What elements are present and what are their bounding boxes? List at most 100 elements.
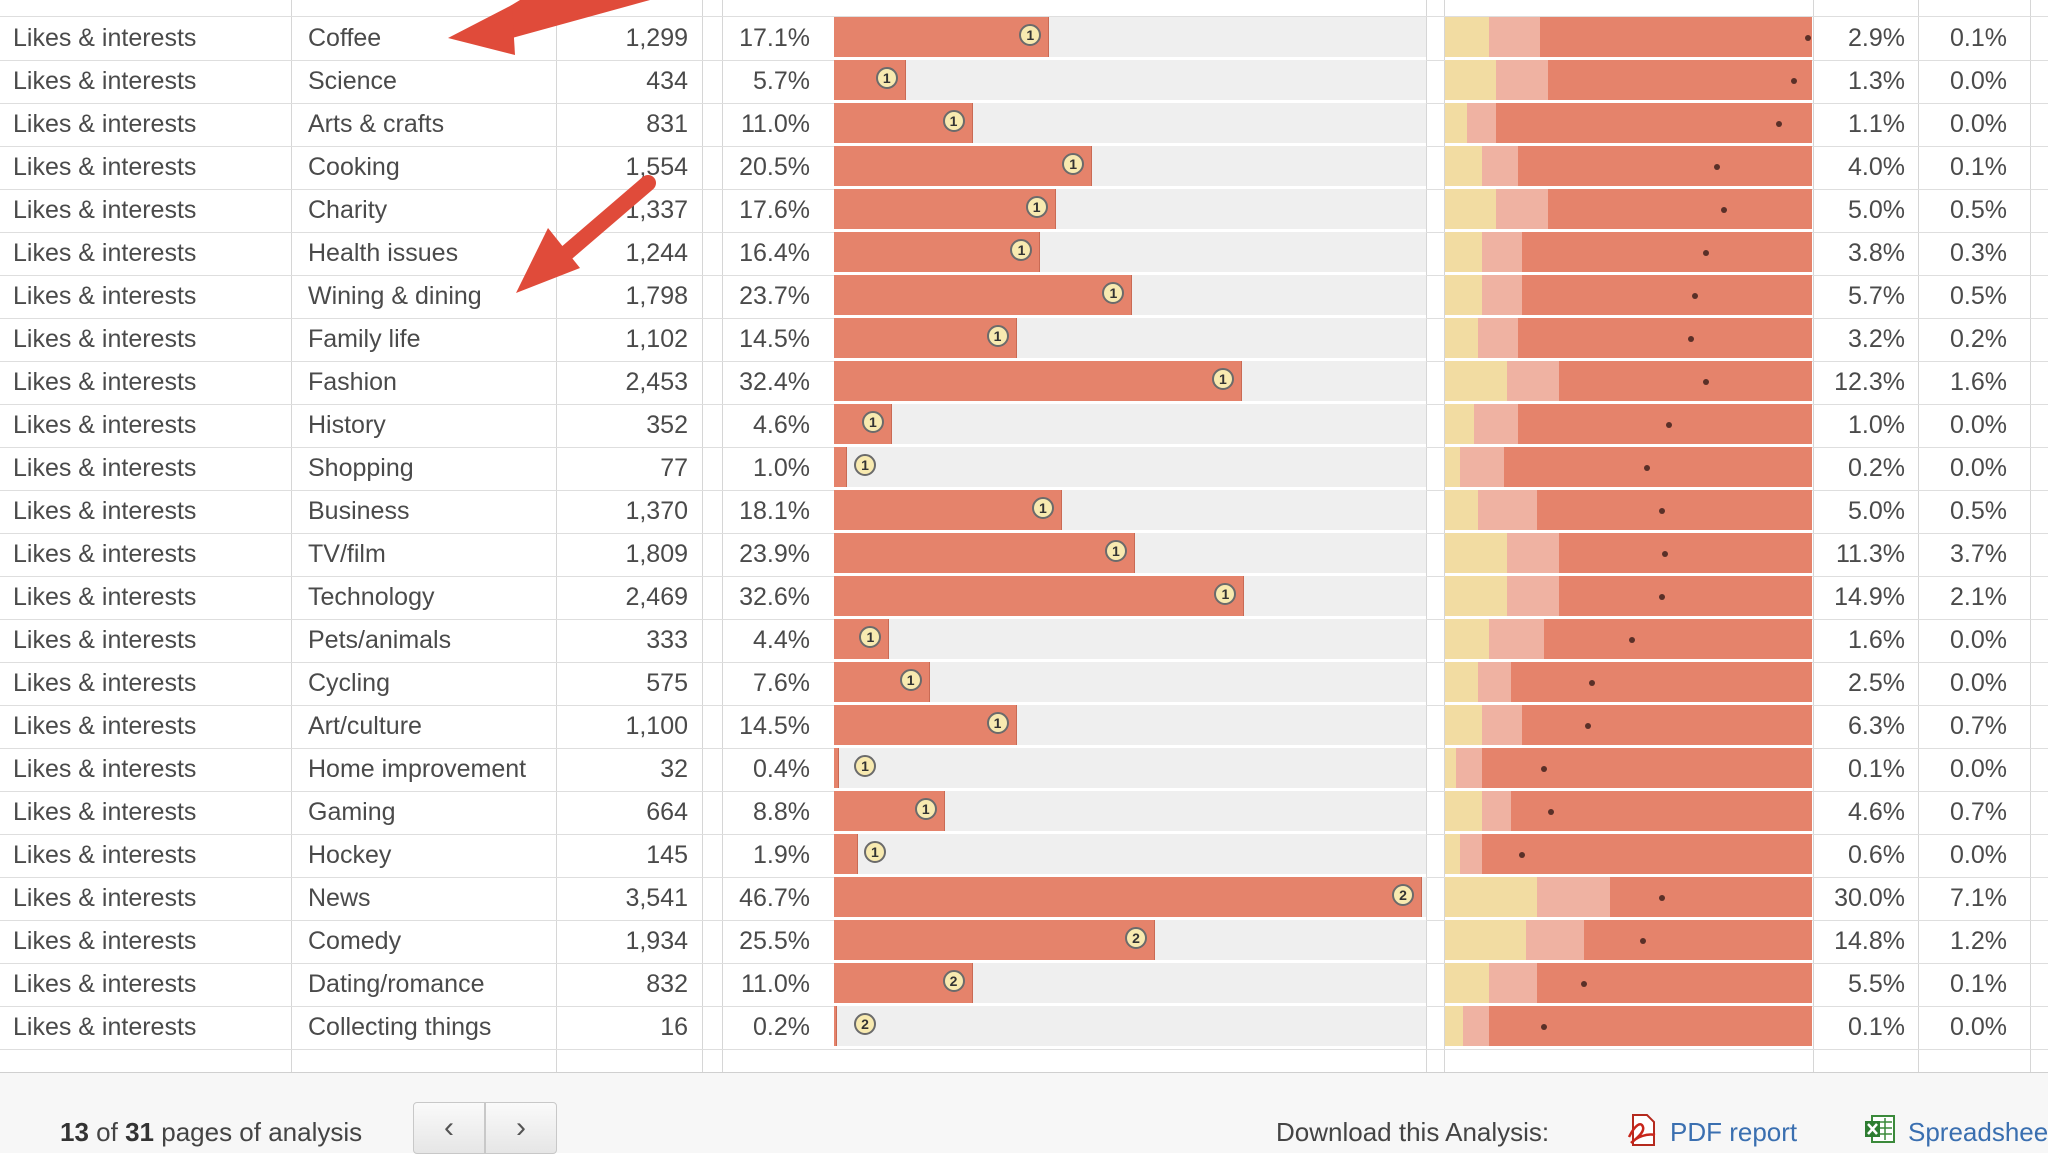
table-row[interactable]: Likes & interests Dating/romance 832 11.0% 2…	[0, 963, 2048, 1006]
distribution-bar	[1445, 447, 1812, 487]
distribution-segment-mid	[1478, 490, 1537, 530]
rank-badge[interactable]: 1	[914, 798, 937, 820]
table-row[interactable]: Likes & interests History 352 4.6% 1 1.0% 0.0%	[0, 404, 2048, 447]
rank-badge[interactable]: 1	[1019, 24, 1042, 46]
distribution-marker	[1541, 766, 1548, 772]
pdf-icon[interactable]	[1627, 1113, 1657, 1147]
rank-badge[interactable]: 1	[899, 669, 922, 691]
rank-badge[interactable]: 1	[1104, 540, 1127, 562]
table-row[interactable]: Likes & interests Pets/animals 333 4.4% 1 1.6…	[0, 619, 2048, 662]
table-row[interactable]: Likes & interests News 3,541 46.7% 2 30.0% 7.1…	[0, 877, 2048, 920]
percent-cell-b: 0.0%	[1950, 626, 2007, 654]
rank-badge[interactable]: 1	[1025, 196, 1048, 218]
pdf-icon-mark	[1627, 1123, 1656, 1144]
table-row[interactable]: Likes & interests Shopping 77 1.0% 1 0.2% 0.0%	[0, 447, 2048, 490]
percent-cell-a: 0.2%	[1848, 454, 1905, 482]
rank-badge[interactable]: 1	[854, 454, 876, 476]
rank-badge[interactable]: 2	[854, 1013, 876, 1035]
rank-badge[interactable]: 1	[1214, 583, 1237, 605]
rank-badge[interactable]: 1	[986, 325, 1009, 347]
rank-badge[interactable]: 1	[859, 626, 882, 648]
spreadsheet-link[interactable]: Spreadshee	[1908, 1117, 2048, 1147]
table-row[interactable]: Likes & interests Gaming 664 8.8% 1 4.6% 0.7%	[0, 791, 2048, 834]
percent-bar-track: 1	[834, 318, 1426, 358]
count-cell: 1,554	[625, 153, 688, 181]
percent-cell: 7.6%	[753, 669, 810, 697]
table-row[interactable]: Likes & interests Family life 1,102 14.5% 1 3…	[0, 318, 2048, 361]
pdf-report-link[interactable]: PDF report	[1670, 1117, 1798, 1147]
distribution-bar	[1445, 748, 1812, 788]
percent-cell: 1.9%	[753, 841, 810, 869]
percent-cell: 11.0%	[740, 970, 810, 998]
distribution-segment-mid	[1467, 103, 1497, 143]
rank-badge[interactable]: 1	[1010, 239, 1033, 261]
table-row[interactable]: Likes & interests Wining & dining 1,798 23.…	[0, 275, 2048, 318]
table-row[interactable]: Likes & interests Fashion 2,453 32.4% 1 12.3%…	[0, 361, 2048, 404]
distribution-bar	[1445, 662, 1812, 702]
table-row[interactable]: Likes & interests Charity 1,337 17.6% 1 5.0% 0…	[0, 189, 2048, 232]
table-row[interactable]: Likes & interests Arts & crafts 831 11.0% 1 1…	[0, 103, 2048, 146]
spreadsheet-icon[interactable]	[1864, 1113, 1896, 1145]
rank-badge[interactable]: 2	[1392, 884, 1414, 906]
interest-cell: Hockey	[308, 841, 392, 869]
percent-bar	[834, 17, 1050, 57]
rank-badge[interactable]: 2	[1125, 927, 1148, 949]
percent-bar-track: 1	[834, 361, 1426, 401]
rank-badge[interactable]: 1	[1062, 153, 1085, 175]
distribution-segment-high	[1610, 877, 1812, 917]
category-cell: Likes & interests	[13, 540, 197, 568]
prev-page-button[interactable]: ‹	[413, 1102, 485, 1154]
rank-badge[interactable]: 1	[863, 841, 886, 863]
table-row[interactable]: Likes & interests Hockey 145 1.9% 1 0.6% 0.0%	[0, 834, 2048, 877]
page-indicator: 13 of 31 pages of analysis	[60, 1117, 362, 1148]
rank-badge[interactable]: 1	[1211, 368, 1234, 390]
table-row[interactable]: Likes & interests Home improvement 32 0.4% 1…	[0, 748, 2048, 791]
percent-cell-a: 2.9%	[1848, 24, 1905, 52]
percent-bar-track: 1	[834, 447, 1426, 487]
rank-badge[interactable]: 1	[875, 67, 898, 89]
category-cell: Likes & interests	[13, 884, 197, 912]
row-divider	[0, 1049, 2048, 1050]
percent-cell: 23.7%	[739, 282, 810, 310]
percent-cell: 0.4%	[753, 755, 810, 783]
rank-badge[interactable]: 1	[942, 110, 965, 132]
category-cell: Likes & interests	[13, 454, 197, 482]
table-row[interactable]: Likes & interests Comedy 1,934 25.5% 2 14.8% 1…	[0, 920, 2048, 963]
distribution-segment-mid	[1459, 447, 1504, 487]
percent-bar-track: 1	[834, 748, 1426, 788]
distribution-segment-mid	[1463, 1006, 1490, 1046]
percent-cell-b: 0.5%	[1950, 497, 2007, 525]
percent-cell-a: 4.6%	[1848, 798, 1905, 826]
table-row[interactable]: Likes & interests Business 1,370 18.1% 1 5.0%…	[0, 490, 2048, 533]
percent-cell-a: 3.2%	[1848, 325, 1905, 353]
distribution-segment-mid	[1507, 533, 1559, 573]
rank-badge[interactable]: 2	[942, 970, 965, 992]
rank-badge[interactable]: 1	[1031, 497, 1054, 519]
count-cell: 77	[660, 454, 688, 482]
percent-bar	[834, 576, 1245, 616]
distribution-segment-low	[1445, 748, 1456, 788]
category-cell: Likes & interests	[13, 626, 197, 654]
rank-badge[interactable]: 1	[854, 755, 876, 777]
table-row[interactable]: Likes & interests TV/film 1,809 23.9% 1 11.3%…	[0, 533, 2048, 576]
category-cell: Likes & interests	[13, 669, 197, 697]
table-row[interactable]: Likes & interests Collecting things 16 0.2%…	[0, 1006, 2048, 1049]
table-row[interactable]: Likes & interests Technology 2,469 32.6% 1 14…	[0, 576, 2048, 619]
table-row[interactable]: Likes & interests Cycling 575 7.6% 1 2.5% 0.0%	[0, 662, 2048, 705]
interest-cell: Pets/animals	[308, 626, 452, 654]
rank-badge[interactable]: 1	[1102, 282, 1125, 304]
next-page-button[interactable]: ›	[485, 1102, 557, 1154]
percent-cell-a: 0.1%	[1848, 755, 1905, 783]
distribution-marker	[1691, 293, 1698, 299]
table-row[interactable]: Likes & interests Art/culture 1,100 14.5% 1 6…	[0, 705, 2048, 748]
chevron-left-icon: ‹	[444, 1111, 454, 1144]
table-row[interactable]: Likes & interests Health issues 1,244 16.4%…	[0, 232, 2048, 275]
rank-badge[interactable]: 1	[861, 411, 884, 433]
rank-badge[interactable]: 1	[986, 712, 1009, 734]
percent-cell-b: 1.2%	[1950, 927, 2007, 955]
distribution-marker	[1790, 78, 1797, 84]
table-row[interactable]: Likes & interests Coffee 1,299 17.1% 1 2.9% 0.…	[0, 17, 2048, 60]
table-row[interactable]: Likes & interests Science 434 5.7% 1 1.3% 0.0%	[0, 60, 2048, 103]
table-row[interactable]: Likes & interests Cooking 1,554 20.5% 1 4.0% 0…	[0, 146, 2048, 189]
top-border	[0, 16, 2048, 17]
